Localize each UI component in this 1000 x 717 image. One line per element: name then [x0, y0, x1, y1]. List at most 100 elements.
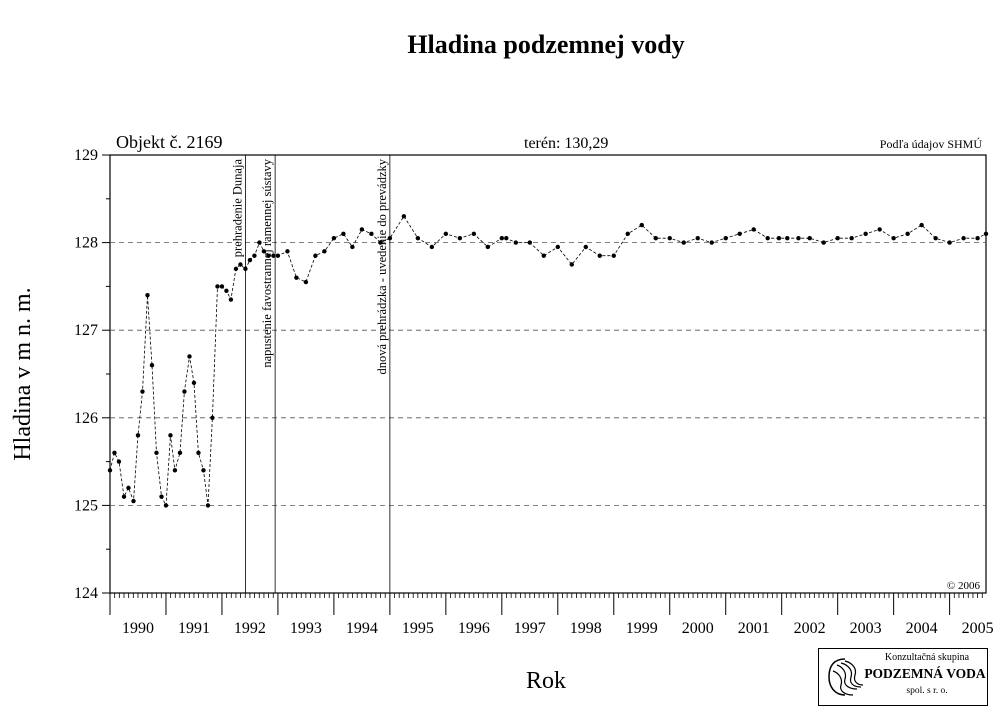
data-point — [168, 433, 173, 438]
data-point — [266, 253, 271, 258]
data-point — [191, 380, 197, 385]
data-point — [765, 236, 770, 241]
data-point — [485, 244, 491, 250]
logo-mark-icon — [828, 658, 864, 696]
data-point — [415, 236, 421, 241]
data-point — [116, 459, 122, 464]
series-path — [109, 215, 987, 507]
data-point — [625, 231, 630, 237]
y-tick-label: 129 — [74, 147, 98, 164]
data-point — [219, 284, 225, 289]
data-point — [504, 236, 509, 241]
x-tick-label: 2005 — [962, 620, 994, 637]
chart-title: Hladina podzemnej vody — [407, 30, 684, 59]
data-point — [112, 450, 117, 456]
data-point — [257, 240, 262, 245]
data-point — [378, 240, 383, 245]
data-point — [172, 468, 178, 473]
x-tick-label: 1999 — [626, 620, 658, 637]
data-point — [275, 253, 281, 258]
data-point — [205, 503, 211, 508]
event-label: napustenie favostrannej ramennej sústavy — [260, 158, 274, 367]
data-point — [135, 433, 141, 438]
data-point — [961, 236, 966, 241]
data-point — [140, 389, 145, 394]
data-point — [154, 450, 159, 456]
data-point — [639, 222, 644, 228]
axes: 124 125 126 127 128 129 1990 1991 1992 1993 1994 19… — [74, 147, 994, 637]
data-point — [933, 236, 938, 241]
data-point — [359, 227, 365, 232]
terrain-label: terén: 130,29 — [524, 135, 608, 152]
data-point — [785, 236, 790, 241]
x-tick-label: 1991 — [178, 620, 210, 637]
x-tick-label: 2002 — [794, 620, 826, 637]
data-point — [126, 485, 131, 491]
logo-line-2: PODZEMNÁ VODA — [864, 666, 986, 681]
data-point — [369, 231, 374, 237]
data-point — [196, 450, 201, 456]
data-point — [224, 288, 229, 293]
data-point — [303, 279, 309, 285]
x-axis-title: Rok — [526, 668, 566, 694]
data-point — [611, 253, 616, 258]
data-point — [182, 389, 187, 394]
data-point — [877, 227, 882, 232]
x-tick-label: 1995 — [402, 620, 434, 637]
data-point — [228, 297, 234, 302]
copyright-label: © 2006 — [947, 580, 981, 592]
data-point — [983, 231, 989, 237]
data-point — [905, 231, 910, 237]
x-tick-label: 1996 — [458, 620, 490, 637]
data-point — [681, 240, 686, 245]
event-markers: prehradenie Dunaja napustenie favostranne… — [230, 155, 391, 593]
x-tick-label: 1992 — [234, 620, 266, 637]
data-point — [513, 240, 519, 245]
y-tick-label: 124 — [74, 585, 98, 602]
data-point — [751, 227, 756, 232]
company-logo: Konzultačná skupina PODZEMNÁ VODA spol. … — [818, 648, 988, 706]
x-tick-label: 2004 — [906, 620, 938, 637]
data-point — [569, 262, 574, 267]
data-point — [443, 231, 449, 237]
data-point — [401, 214, 407, 219]
data-point — [163, 503, 169, 508]
x-tick-label: 1994 — [346, 620, 378, 637]
data-point — [159, 494, 164, 499]
data-point — [709, 240, 714, 245]
source-label: Podľa údajov SHMÚ — [880, 137, 983, 151]
data-point — [849, 236, 854, 241]
data-point — [723, 236, 728, 241]
data-point — [121, 494, 127, 499]
logo-line-1: Konzultačná skupina — [884, 652, 970, 663]
data-point — [313, 253, 318, 258]
x-tick-label: 2001 — [738, 620, 770, 637]
data-point — [457, 236, 463, 241]
data-point — [653, 236, 658, 241]
x-tick-label: 1998 — [570, 620, 602, 637]
data-point — [331, 236, 337, 241]
data-point — [835, 236, 840, 241]
data-point — [947, 240, 952, 245]
series-line — [107, 214, 989, 508]
data-point — [597, 253, 602, 258]
data-point — [737, 231, 742, 237]
data-point — [821, 240, 826, 245]
data-point — [201, 468, 206, 473]
data-point — [341, 231, 346, 237]
data-point — [187, 354, 192, 359]
data-point — [247, 257, 253, 263]
y-tick-label: 125 — [74, 497, 98, 514]
data-point — [149, 363, 155, 368]
data-point — [429, 244, 435, 250]
data-point — [975, 236, 980, 241]
y-tick-label: 128 — [74, 235, 98, 252]
data-point — [796, 236, 801, 241]
x-tick-label: 1990 — [122, 620, 154, 637]
data-point — [243, 266, 248, 272]
x-tick-label: 1993 — [290, 620, 322, 637]
data-point — [919, 222, 924, 228]
x-tick-label: 2003 — [850, 620, 882, 637]
data-point — [527, 240, 533, 245]
data-point — [695, 236, 700, 241]
